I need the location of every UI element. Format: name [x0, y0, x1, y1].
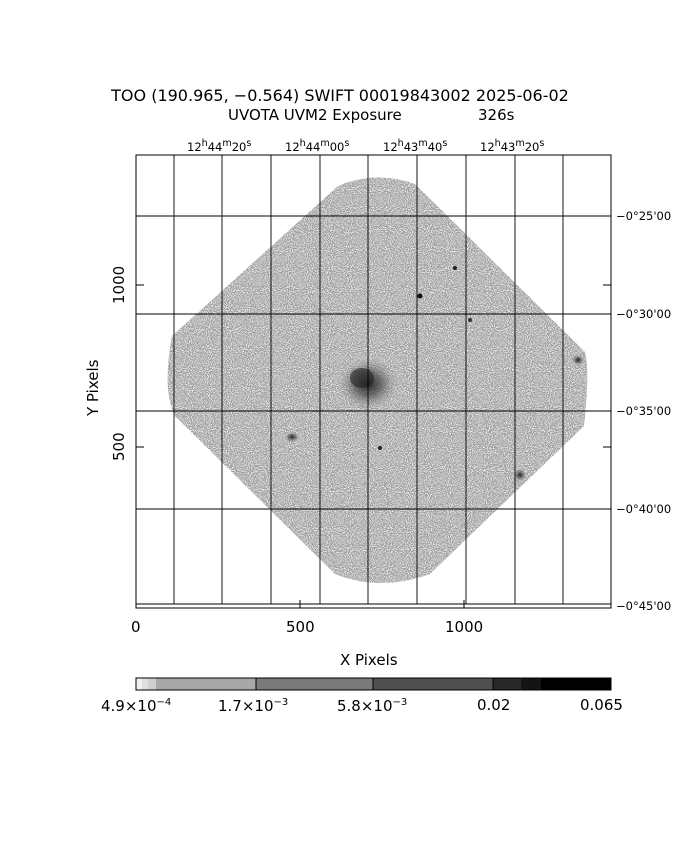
- ra-grid-lines: [173, 155, 564, 604]
- ra-tick-label: 12h44m00s: [285, 138, 350, 154]
- dec-grid-lines: [136, 215, 611, 605]
- colorbar-label: 0.02: [477, 696, 511, 714]
- exposure-value: 326s: [478, 106, 515, 124]
- x-tick-label: 500: [286, 618, 315, 636]
- x-axis-label: X Pixels: [340, 651, 398, 669]
- y-tick-label: 1000: [110, 265, 128, 304]
- x-tick-label: 1000: [445, 618, 484, 636]
- colorbar: [135, 677, 612, 691]
- colorbar-label: 0.065: [580, 696, 623, 714]
- exposure-label: UVOTA UVM2 Exposure: [228, 106, 402, 124]
- dec-tick-label: −0°45'00: [616, 599, 672, 613]
- colorbar-label: 1.7×10−3: [218, 697, 289, 715]
- dec-tick-label: −0°25'00: [616, 209, 672, 223]
- detector-field: [167, 177, 588, 583]
- y-tick-label: 500: [110, 432, 128, 461]
- dec-tick-label: −0°35'00: [616, 404, 672, 418]
- pixel-ticks: [135, 284, 611, 608]
- dec-tick-label: −0°40'00: [616, 502, 672, 516]
- point-source: [572, 355, 584, 365]
- y-axis-label: Y Pixels: [84, 359, 102, 416]
- ra-tick-label: 12h44m20s: [187, 138, 252, 154]
- colorbar-label: 5.8×10−3: [337, 697, 408, 715]
- colorbar-label: 4.9×10−4: [101, 697, 172, 715]
- plot-title: TOO (190.965, −0.564) SWIFT 00019843002 …: [111, 86, 569, 105]
- point-source: [285, 432, 299, 442]
- x-tick-label: 0: [131, 618, 141, 636]
- dec-tick-label: −0°30'00: [616, 307, 672, 321]
- ra-tick-label: 12h43m20s: [480, 138, 545, 154]
- plot-frame: [135, 154, 612, 609]
- ra-tick-label: 12h43m40s: [383, 138, 448, 154]
- point-source: [514, 469, 526, 481]
